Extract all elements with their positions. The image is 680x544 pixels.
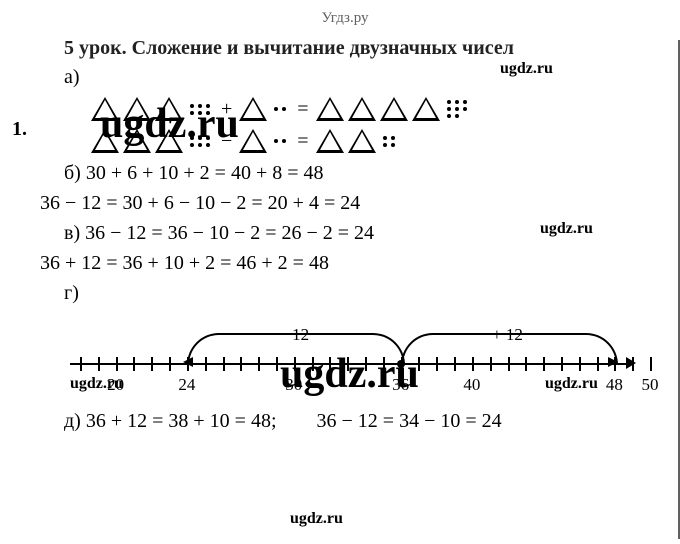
tick — [116, 357, 118, 371]
dots-icon — [447, 100, 468, 118]
part-d-eq1: д) 36 + 12 = 38 + 10 = 48; — [40, 407, 277, 435]
tick-label: 24 — [178, 375, 195, 395]
problem-number: 1. — [12, 118, 27, 141]
equals-icon: = — [297, 98, 308, 121]
triangle-icon — [348, 129, 376, 153]
part-d-eq2: 36 − 12 = 34 − 10 = 24 — [317, 407, 502, 435]
lesson-title: 5 урок. Сложение и вычитание двузначных … — [40, 35, 650, 61]
tick — [169, 357, 171, 371]
part-b-line1: б) 30 + 6 + 10 + 2 = 40 + 8 = 48 — [40, 159, 650, 187]
triangle-icon — [239, 129, 267, 153]
tick — [98, 357, 100, 371]
triangle-icon — [412, 97, 440, 121]
arc-label: + 12 — [492, 325, 523, 345]
part-g-label: г) — [40, 279, 650, 307]
arc-label: − 12 — [278, 325, 309, 345]
tick — [151, 357, 153, 371]
tick — [133, 357, 135, 371]
watermark: ugdz.ru — [280, 350, 419, 398]
triangle-icon — [316, 129, 344, 153]
tick-label: 50 — [642, 375, 659, 395]
triangle-icon — [239, 97, 267, 121]
tick-label: 48 — [606, 375, 623, 395]
watermark: ugdz.ru — [100, 100, 239, 148]
equals-icon: = — [297, 130, 308, 153]
triangle-icon — [316, 97, 344, 121]
arc-arrow-icon — [183, 357, 193, 367]
watermark: ugdz.ru — [70, 375, 123, 393]
watermark: ugdz.ru — [540, 220, 593, 238]
dots-icon — [274, 139, 287, 143]
watermark: ugdz.ru — [290, 510, 343, 528]
part-a-label: а) — [64, 63, 650, 91]
triangle-icon — [348, 97, 376, 121]
tick — [80, 357, 82, 371]
part-v-line2: 36 + 12 = 36 + 10 + 2 = 46 + 2 = 48 — [40, 249, 650, 277]
triangle-icon — [380, 97, 408, 121]
tick-label: 40 — [463, 375, 480, 395]
axis-arrow-icon — [626, 357, 636, 369]
watermark: ugdz.ru — [545, 375, 598, 393]
dots-icon — [383, 136, 396, 147]
page: Угдз.ру 5 урок. Сложение и вычитание дву… — [0, 0, 680, 447]
site-label: Угдз.ру — [40, 10, 650, 27]
tick — [632, 357, 634, 371]
arc-arrow-icon — [608, 357, 618, 367]
tick — [650, 357, 652, 371]
part-b-line2: 36 − 12 = 30 + 6 − 10 − 2 = 20 + 4 = 24 — [40, 189, 650, 217]
dots-icon — [274, 107, 287, 111]
watermark: ugdz.ru — [500, 60, 553, 78]
